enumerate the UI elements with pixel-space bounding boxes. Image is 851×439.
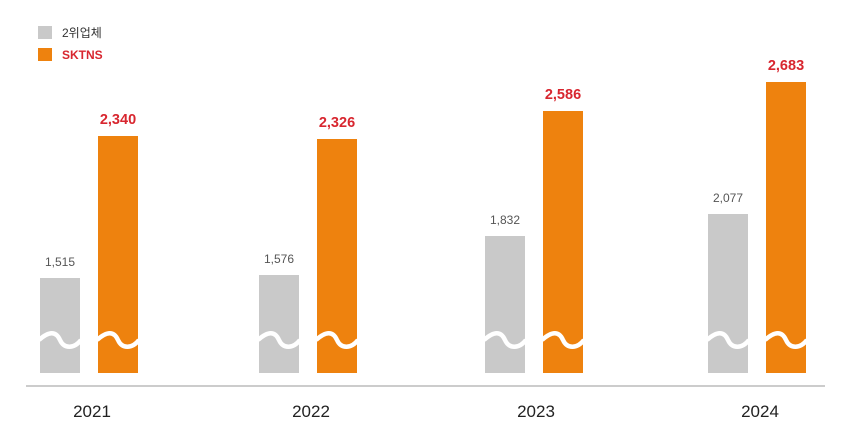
axis-break-mark: [95, 331, 141, 349]
x-tick-label: 2023: [517, 402, 555, 421]
x-tick-label: 2021: [73, 402, 111, 421]
axis-break-mark: [705, 331, 751, 349]
data-label-sktns-2022: 2,326: [319, 115, 355, 131]
legend: 2위업체 SKTNS: [38, 26, 103, 62]
bars-layer: 1,515 2,340 1,576 2,326 1,832 2,586 2,077 2,683: [37, 58, 809, 373]
data-label-competitor-2024: 2,077: [713, 191, 743, 205]
x-tick-label: 2024: [741, 402, 779, 421]
data-label-sktns-2024: 2,683: [768, 58, 804, 74]
data-label-sktns-2021: 2,340: [100, 112, 136, 128]
axis-break-mark: [37, 331, 83, 349]
bar-sktns-2024: [766, 82, 806, 373]
axis-break-mark: [256, 331, 302, 349]
legend-label-competitor: 2위업체: [62, 26, 102, 40]
x-tick-label: 2022: [292, 402, 330, 421]
axis-break-mark: [314, 331, 360, 349]
bar-competitor-2023: [485, 236, 525, 373]
data-label-competitor-2022: 1,576: [264, 252, 294, 266]
bar-sktns-2023: [543, 111, 583, 373]
legend-swatch-competitor: [38, 26, 52, 39]
data-label-competitor-2021: 1,515: [45, 255, 75, 269]
bar-competitor-2022: [259, 275, 299, 373]
bar-competitor-2021: [40, 278, 80, 373]
data-label-competitor-2023: 1,832: [490, 213, 520, 227]
legend-swatch-sktns: [38, 48, 52, 61]
bar-competitor-2024: [708, 214, 748, 373]
legend-label-sktns: SKTNS: [62, 48, 103, 62]
axis-break-mark: [540, 331, 586, 349]
x-axis-ticks: 2021 2022 2023 2024: [73, 402, 779, 421]
axis-break-mark: [763, 331, 809, 349]
axis-break-mark: [482, 331, 528, 349]
data-label-sktns-2023: 2,586: [545, 87, 581, 103]
